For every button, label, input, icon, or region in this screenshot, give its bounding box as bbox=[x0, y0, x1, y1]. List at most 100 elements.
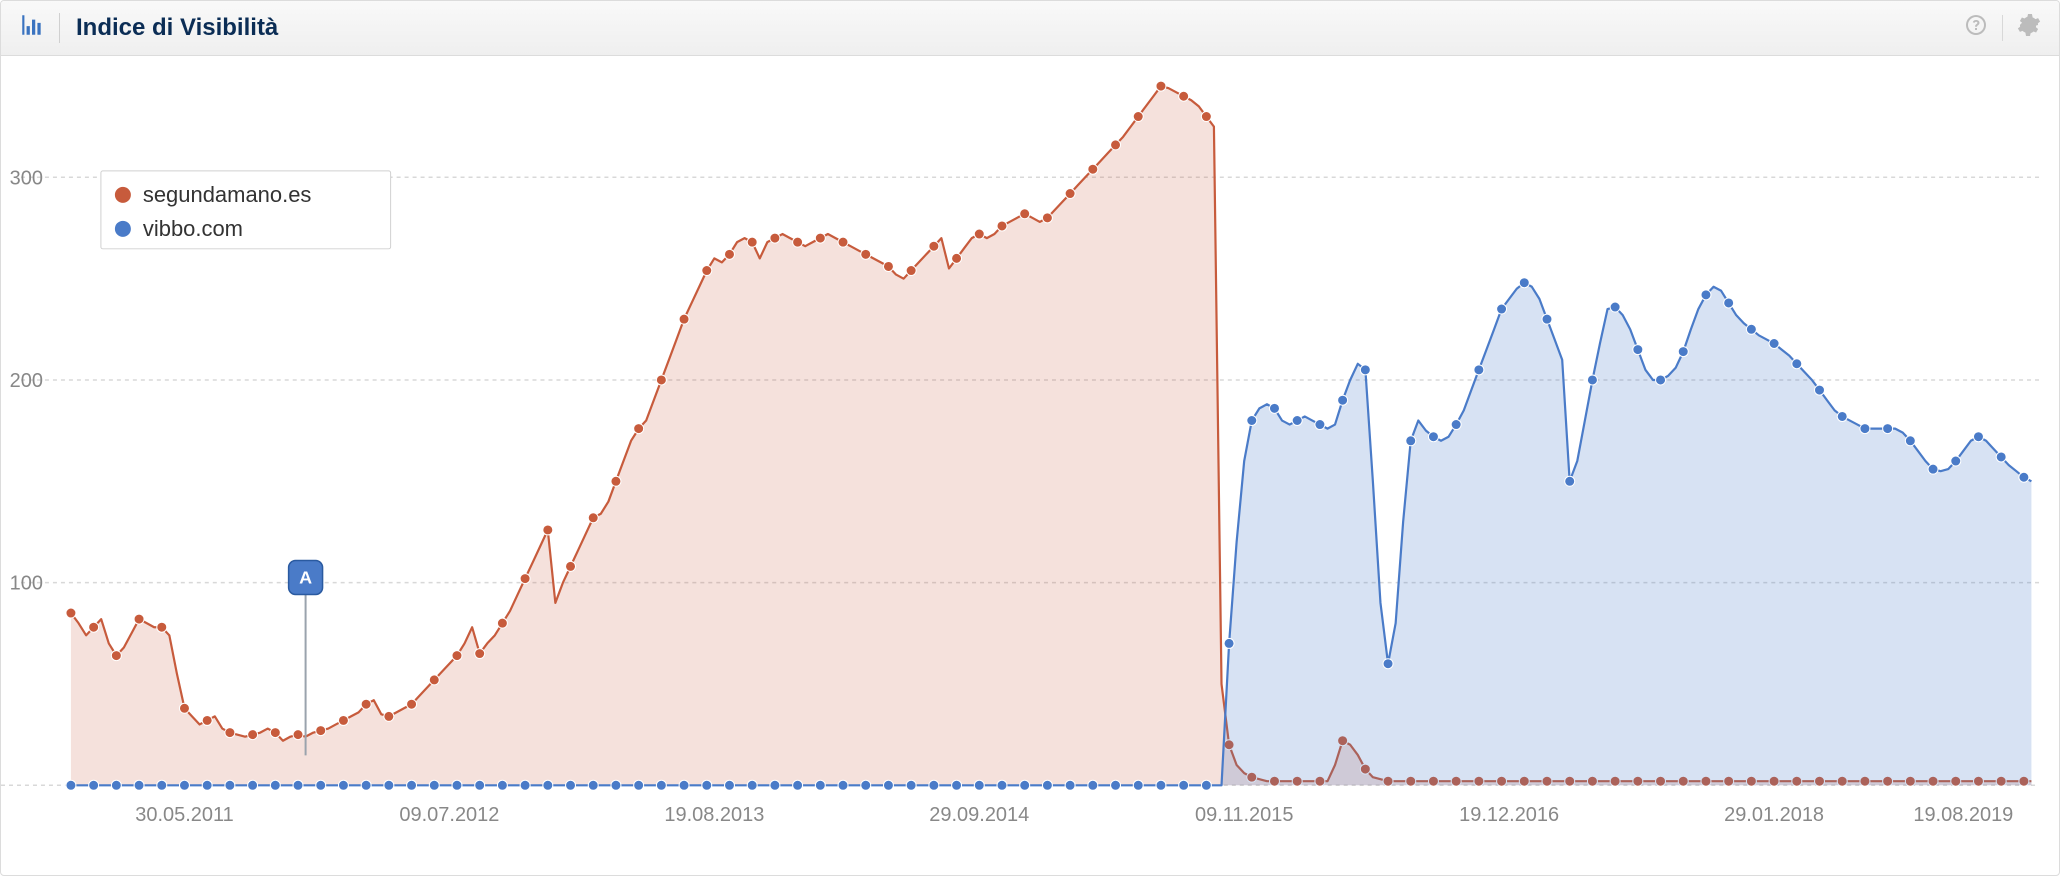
chart-area[interactable]: 100200300A30.05.201109.07.201219.08.2013… bbox=[1, 56, 2059, 875]
series-marker bbox=[1224, 638, 1234, 648]
series-marker bbox=[1156, 780, 1166, 790]
series-marker bbox=[316, 725, 326, 735]
legend-swatch bbox=[115, 187, 131, 203]
series-marker bbox=[361, 699, 371, 709]
x-tick-label: 09.11.2015 bbox=[1195, 804, 1293, 826]
series-marker bbox=[293, 780, 303, 790]
series-marker bbox=[520, 780, 530, 790]
series-marker bbox=[270, 780, 280, 790]
series-marker bbox=[89, 622, 99, 632]
series-marker bbox=[1746, 324, 1756, 334]
series-marker bbox=[111, 780, 121, 790]
series-marker bbox=[407, 699, 417, 709]
series-marker bbox=[429, 675, 439, 685]
series-marker bbox=[793, 780, 803, 790]
series-marker bbox=[543, 525, 553, 535]
series-marker bbox=[566, 780, 576, 790]
series-marker bbox=[1315, 419, 1325, 429]
series-marker bbox=[225, 780, 235, 790]
series-marker bbox=[429, 780, 439, 790]
series-marker bbox=[838, 237, 848, 247]
x-tick-label: 19.08.2019 bbox=[1913, 804, 2013, 826]
series-marker bbox=[384, 780, 394, 790]
series-marker bbox=[1428, 432, 1438, 442]
series-marker bbox=[1247, 415, 1257, 425]
series-marker bbox=[634, 780, 644, 790]
series-marker bbox=[611, 476, 621, 486]
series-marker bbox=[111, 650, 121, 660]
series-marker bbox=[793, 237, 803, 247]
x-tick-label: 19.12.2016 bbox=[1459, 804, 1559, 826]
series-marker bbox=[1042, 780, 1052, 790]
chart-svg: 100200300A30.05.201109.07.201219.08.2013… bbox=[1, 56, 2059, 875]
series-marker bbox=[952, 780, 962, 790]
series-marker bbox=[1042, 213, 1052, 223]
series-marker bbox=[974, 780, 984, 790]
series-marker bbox=[1179, 91, 1189, 101]
series-marker bbox=[656, 375, 666, 385]
series-marker bbox=[225, 727, 235, 737]
gear-icon[interactable] bbox=[2017, 13, 2041, 42]
series-marker bbox=[747, 780, 757, 790]
series-marker bbox=[1474, 365, 1484, 375]
series-marker bbox=[997, 221, 1007, 231]
series-marker bbox=[202, 715, 212, 725]
series-marker bbox=[1996, 452, 2006, 462]
series-marker bbox=[1338, 395, 1348, 405]
series-marker bbox=[338, 715, 348, 725]
series-marker bbox=[702, 265, 712, 275]
series-marker bbox=[1201, 780, 1211, 790]
series-marker bbox=[248, 780, 258, 790]
series-marker bbox=[656, 780, 666, 790]
series-marker bbox=[838, 780, 848, 790]
series-marker bbox=[1587, 375, 1597, 385]
series-marker bbox=[134, 614, 144, 624]
x-tick-label: 30.05.2011 bbox=[135, 804, 233, 826]
series-marker bbox=[1360, 365, 1370, 375]
series-marker bbox=[157, 780, 167, 790]
series-marker bbox=[407, 780, 417, 790]
series-marker bbox=[974, 229, 984, 239]
series-marker bbox=[1724, 298, 1734, 308]
series-marker bbox=[588, 780, 598, 790]
series-marker bbox=[1020, 780, 1030, 790]
series-marker bbox=[634, 423, 644, 433]
series-marker bbox=[475, 780, 485, 790]
legend-swatch bbox=[115, 221, 131, 237]
series-marker bbox=[1656, 375, 1666, 385]
series-marker bbox=[1179, 780, 1189, 790]
series-marker bbox=[1201, 111, 1211, 121]
series-marker bbox=[1406, 436, 1416, 446]
x-tick-label: 19.08.2013 bbox=[664, 804, 764, 826]
series-marker bbox=[270, 727, 280, 737]
series-marker bbox=[157, 622, 167, 632]
series-marker bbox=[520, 573, 530, 583]
visibility-panel: Indice di Visibilità 100200300A30.05.201… bbox=[0, 0, 2060, 876]
series-marker bbox=[770, 780, 780, 790]
series-marker bbox=[89, 780, 99, 790]
legend-label: vibbo.com bbox=[143, 216, 243, 241]
series-marker bbox=[134, 780, 144, 790]
series-marker bbox=[248, 729, 258, 739]
x-tick-label: 29.01.2018 bbox=[1724, 804, 1824, 826]
series-marker bbox=[1451, 419, 1461, 429]
series-marker bbox=[1678, 346, 1688, 356]
series-marker bbox=[724, 249, 734, 259]
series-marker bbox=[861, 780, 871, 790]
series-marker bbox=[475, 648, 485, 658]
series-marker bbox=[179, 703, 189, 713]
series-marker bbox=[747, 237, 757, 247]
series-marker bbox=[724, 780, 734, 790]
series-marker bbox=[906, 780, 916, 790]
help-icon[interactable] bbox=[1964, 13, 1988, 42]
series-marker bbox=[452, 650, 462, 660]
series-marker bbox=[952, 253, 962, 263]
series-marker bbox=[1905, 436, 1915, 446]
series-marker bbox=[1065, 188, 1075, 198]
series-marker bbox=[1769, 338, 1779, 348]
series-marker bbox=[770, 233, 780, 243]
series-marker bbox=[1633, 344, 1643, 354]
series-marker bbox=[452, 780, 462, 790]
action-divider bbox=[2002, 15, 2003, 41]
series-marker bbox=[815, 233, 825, 243]
